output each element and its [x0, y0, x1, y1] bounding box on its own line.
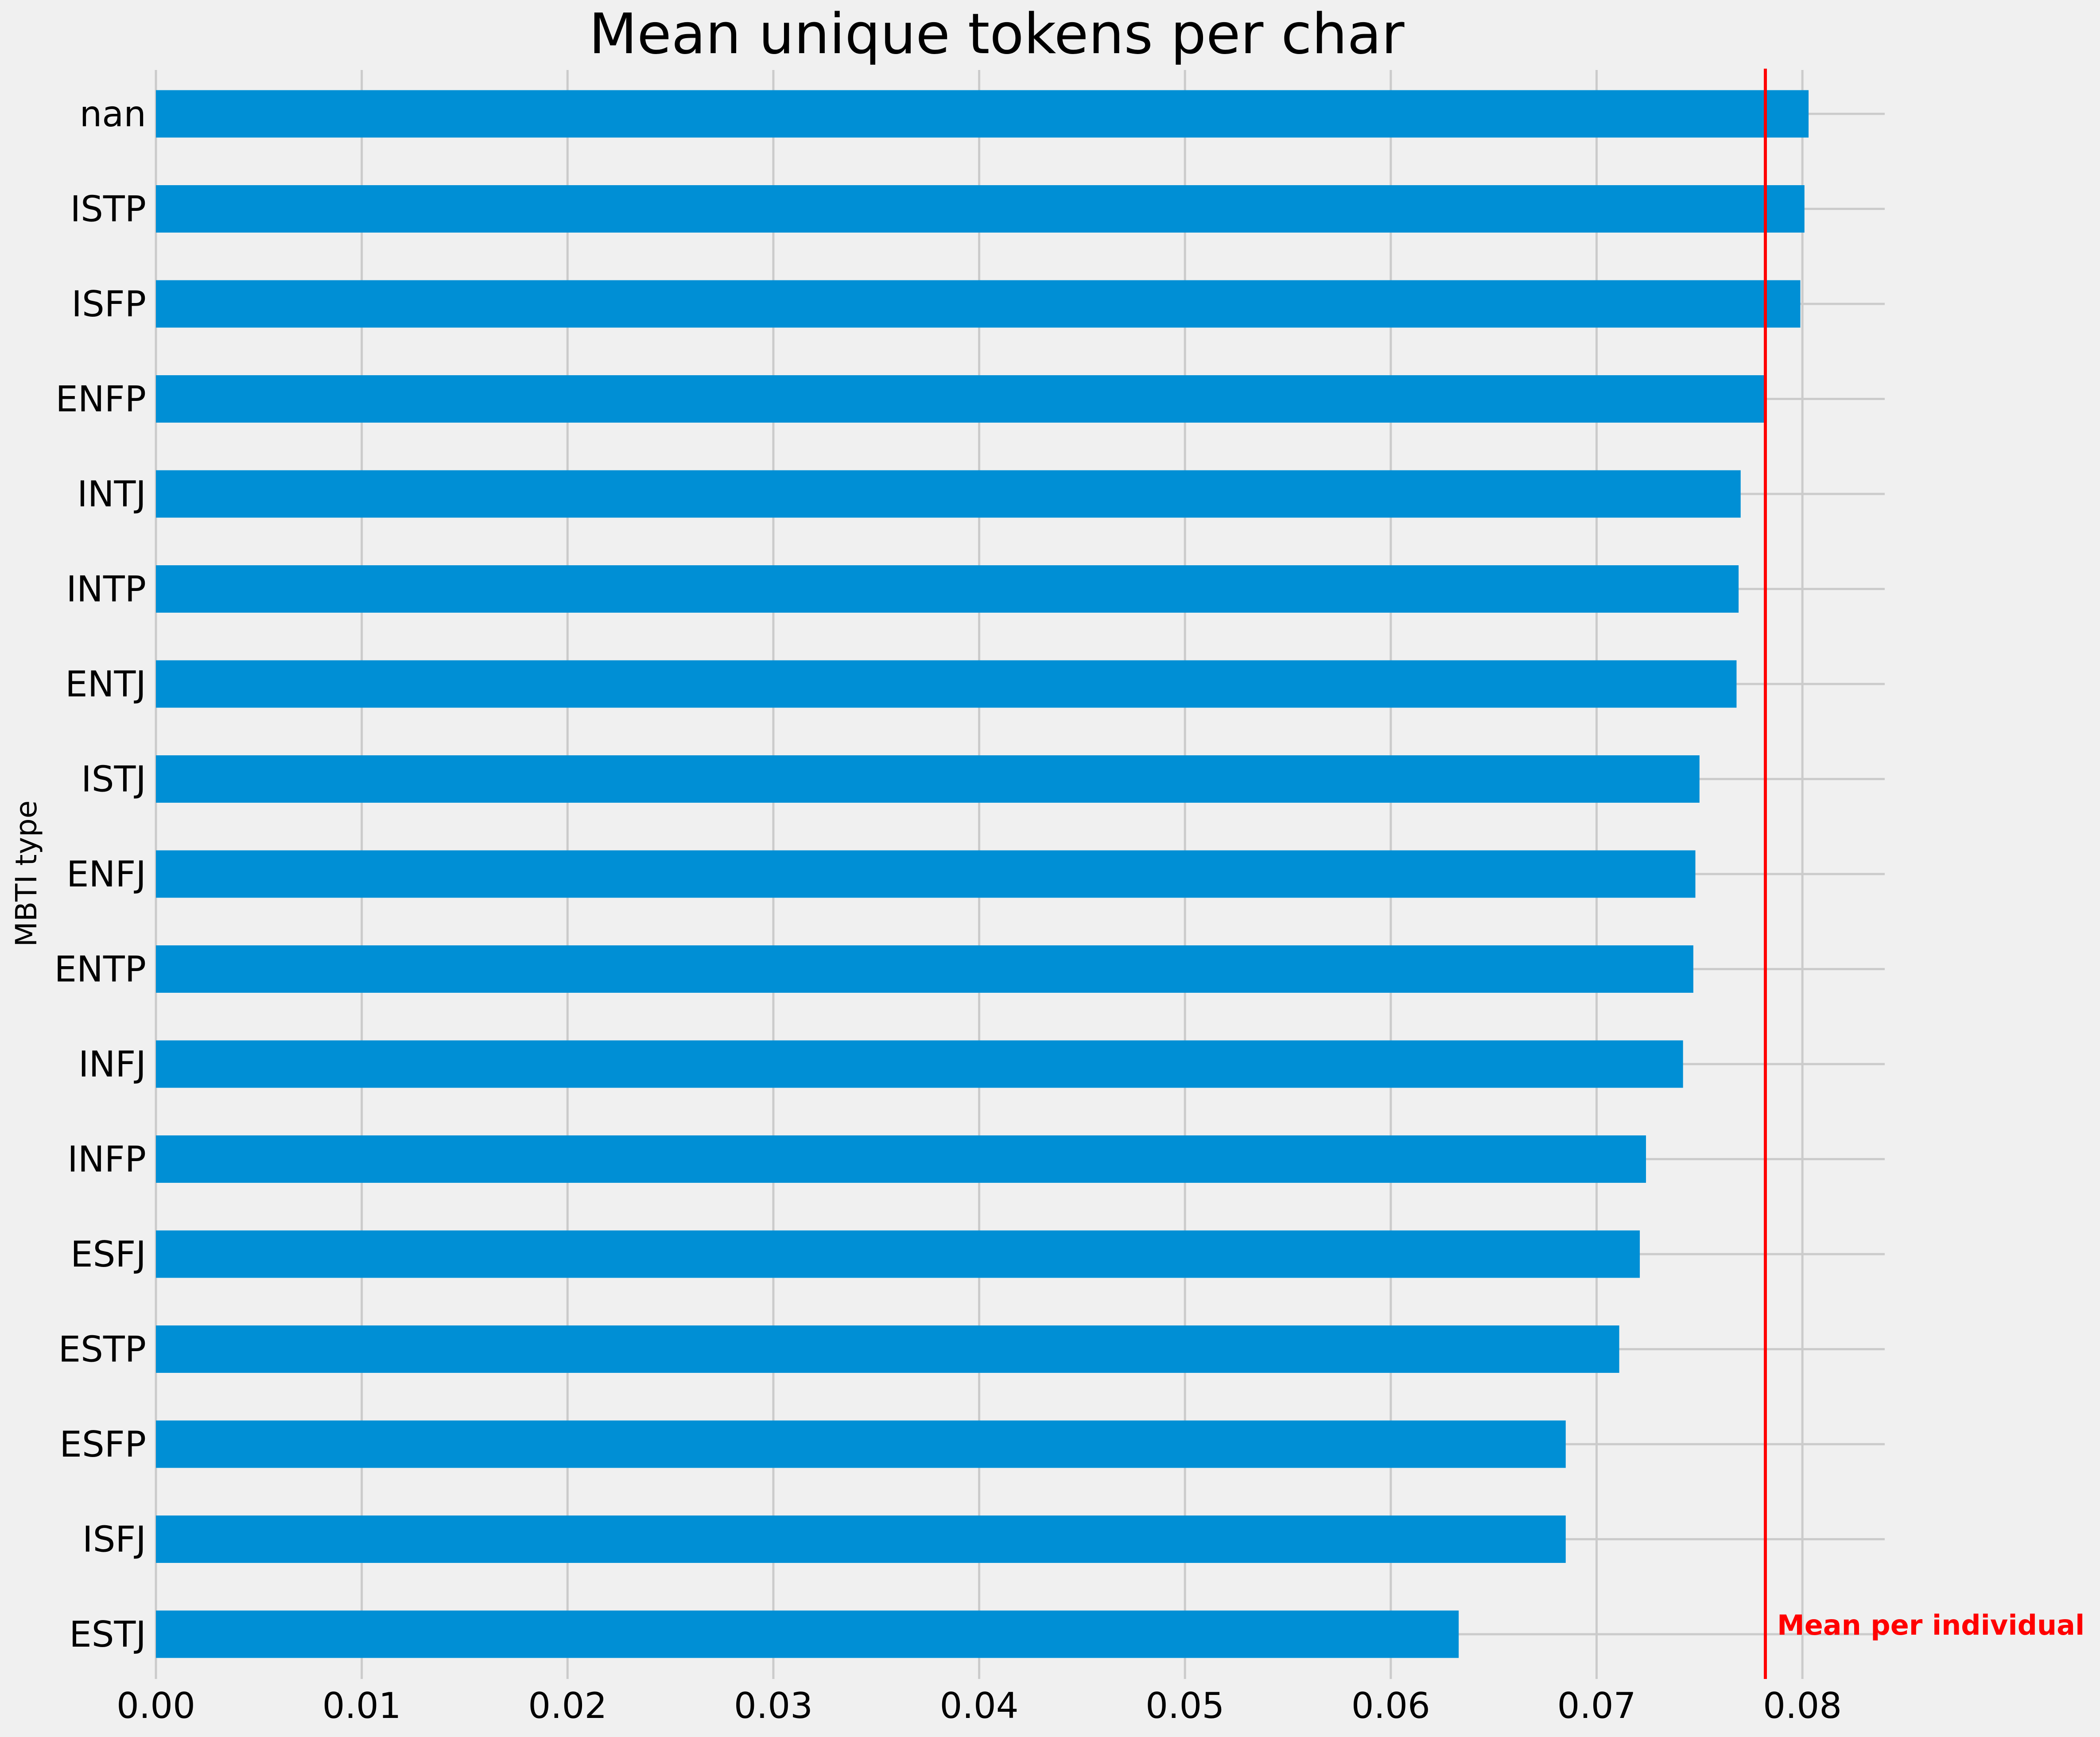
- bar-nan: [156, 90, 1809, 138]
- x-tick-label: 0.06: [1351, 1685, 1430, 1726]
- y-tick-label: nan: [80, 93, 146, 135]
- chart-title: Mean unique tokens per char: [589, 1, 1404, 66]
- bar-estp: [156, 1325, 1619, 1373]
- bar-isfp: [156, 280, 1801, 328]
- y-tick-label: INFP: [67, 1139, 146, 1180]
- bars: [156, 90, 1809, 1658]
- y-tick-label: ENFJ: [66, 854, 146, 895]
- y-tick-label: ISTP: [70, 189, 146, 230]
- y-axis-label: MBTI type: [9, 800, 43, 947]
- y-tick-label: ENTP: [54, 949, 147, 990]
- x-tick-label: 0.00: [116, 1685, 195, 1726]
- y-tick-labels: nan ISTP ISFP ENFP INTJ INTP ENTJ ISTJ ENFJ ENTP I…: [54, 93, 147, 1655]
- bar-istj: [156, 755, 1700, 803]
- y-tick-label: ISFJ: [82, 1519, 146, 1560]
- x-tick-label: 0.02: [528, 1685, 607, 1726]
- x-tick-label: 0.08: [1763, 1685, 1842, 1726]
- y-tick-label: ESFP: [59, 1424, 146, 1465]
- y-tick-label: INTJ: [77, 474, 146, 515]
- y-tick-label: INTP: [66, 569, 146, 610]
- bar-esfp: [156, 1420, 1566, 1468]
- x-tick-label: 0.05: [1145, 1685, 1224, 1726]
- bar-infj: [156, 1040, 1683, 1088]
- bar-istp: [156, 185, 1805, 233]
- y-tick-label: ESFJ: [70, 1234, 146, 1275]
- y-tick-label: ENFP: [55, 379, 146, 420]
- reference-line-group: Mean per individual: [1764, 69, 2084, 1679]
- x-tick-label: 0.03: [734, 1685, 813, 1726]
- bar-enfj: [156, 850, 1696, 898]
- bar-esfj: [156, 1230, 1640, 1278]
- bar-entj: [156, 660, 1737, 708]
- y-tick-label: ENTJ: [65, 664, 146, 705]
- x-tick-label: 0.01: [322, 1685, 401, 1726]
- bar-entp: [156, 945, 1693, 993]
- reference-line-label: Mean per individual: [1777, 1609, 2084, 1641]
- y-tick-label: ISTJ: [81, 759, 146, 800]
- x-tick-label: 0.04: [940, 1685, 1019, 1726]
- y-tick-label: INFJ: [78, 1044, 146, 1085]
- bar-infp: [156, 1135, 1646, 1183]
- y-tick-label: ESTJ: [69, 1614, 146, 1655]
- y-tick-label: ISFP: [71, 284, 146, 325]
- bar-intj: [156, 470, 1741, 518]
- x-tick-label: 0.07: [1557, 1685, 1636, 1726]
- bar-enfp: [156, 375, 1766, 423]
- bar-isfj: [156, 1516, 1566, 1563]
- bar-intp: [156, 565, 1739, 613]
- x-tick-labels: 0.00 0.01 0.02 0.03 0.04 0.05 0.06 0.07 0.08: [116, 1685, 1842, 1726]
- y-tick-label: ESTP: [58, 1329, 146, 1370]
- bar-estj: [156, 1610, 1459, 1658]
